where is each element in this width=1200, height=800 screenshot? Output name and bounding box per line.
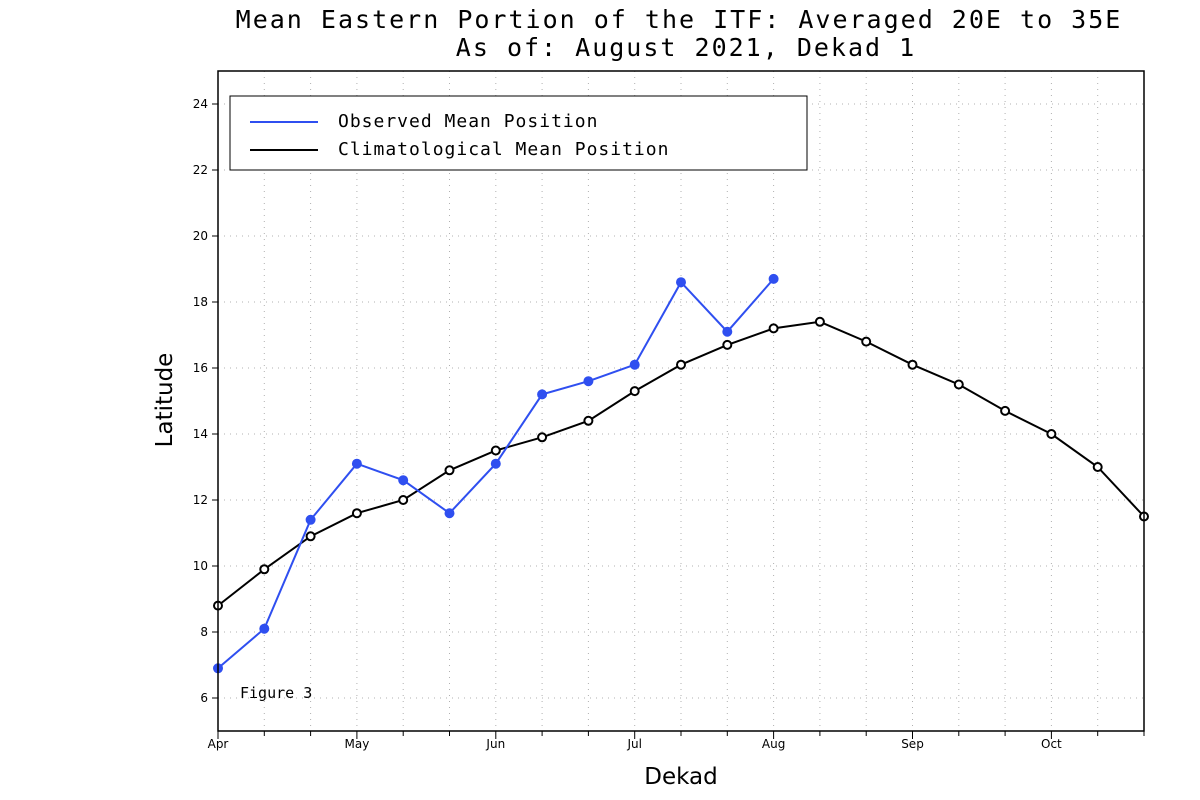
climatological-mean-position-point <box>1092 462 1103 472</box>
y-tick-label: 14 <box>193 427 208 441</box>
observed-mean-position-point <box>305 514 316 525</box>
y-tick-label: 6 <box>200 691 208 705</box>
y-axis-label: Latitude <box>152 353 178 448</box>
y-tick-label: 18 <box>193 295 208 309</box>
figure-annotation: Figure 3 <box>240 684 312 702</box>
y-tick-label: 12 <box>193 493 208 507</box>
climatological-mean-position-point <box>907 359 918 370</box>
legend-box <box>229 95 808 171</box>
x-tick-label: Oct <box>1041 737 1062 751</box>
observed-mean-position-point <box>583 376 594 387</box>
y-axis-ticks: 6 8 10 12 14 16 18 20 22 24 <box>193 97 218 705</box>
series-layer <box>213 273 1149 674</box>
climatological-mean-position-point <box>676 359 686 370</box>
climatological-mean-position-point <box>1000 405 1011 416</box>
y-tick-label: 16 <box>193 361 208 375</box>
climatological-mean-position-point <box>768 323 779 334</box>
observed-mean-position-point <box>444 508 455 519</box>
x-tick-label: Apr <box>208 737 229 751</box>
observed-mean-position-point <box>722 326 733 337</box>
chart-subtitle: As of: August 2021, Dekad 1 <box>456 33 916 62</box>
climatological-mean-position-point <box>629 386 640 397</box>
x-tick-label: May <box>344 737 369 751</box>
legend: Observed Mean Position Climatological Me… <box>229 95 808 171</box>
climatological-mean-position-point <box>814 316 825 327</box>
climatological-mean-position-point <box>259 564 270 575</box>
y-tick-label: 24 <box>193 97 208 111</box>
climatological-mean-position-point <box>583 415 594 426</box>
observed-mean-position-point <box>676 277 686 288</box>
y-tick-label: 20 <box>193 229 208 243</box>
climatological-mean-position-point <box>953 379 964 390</box>
climatological-mean-position-point <box>351 508 362 519</box>
climatological-mean-position-point <box>722 339 733 350</box>
climatological-mean-position-point <box>305 531 316 542</box>
observed-mean-position-point <box>768 273 779 284</box>
x-tick-label: Aug <box>762 737 785 751</box>
observed-mean-position-point <box>398 475 409 486</box>
y-tick-label: 22 <box>193 163 208 177</box>
legend-label-observed: Observed Mean Position <box>338 111 598 132</box>
x-axis-ticks: Apr May Jun Jul Aug Sep Oct <box>208 731 1145 751</box>
climatological-mean-position-point <box>490 445 501 456</box>
climatological-mean-position-point <box>444 465 455 476</box>
x-tick-label: Jul <box>626 737 641 751</box>
climatological-mean-position-point <box>537 432 548 443</box>
y-tick-label: 10 <box>193 559 208 573</box>
climatological-mean-position-point <box>1046 429 1057 439</box>
x-tick-label: Sep <box>901 737 924 751</box>
y-tick-label: 8 <box>200 625 208 639</box>
x-tick-label: Jun <box>485 737 505 751</box>
observed-mean-position-point <box>537 389 548 400</box>
x-axis-label: Dekad <box>644 764 717 790</box>
legend-label-climatological: Climatological Mean Position <box>338 139 669 160</box>
climatological-mean-position-point <box>398 495 409 505</box>
observed-mean-position-point <box>629 359 640 370</box>
observed-mean-position-point <box>259 623 270 634</box>
climatological-mean-position-point <box>861 336 872 347</box>
observed-mean-position-point <box>490 458 501 469</box>
observed-mean-position-point <box>351 458 362 469</box>
chart-title: Mean Eastern Portion of the ITF: Average… <box>236 5 1123 34</box>
